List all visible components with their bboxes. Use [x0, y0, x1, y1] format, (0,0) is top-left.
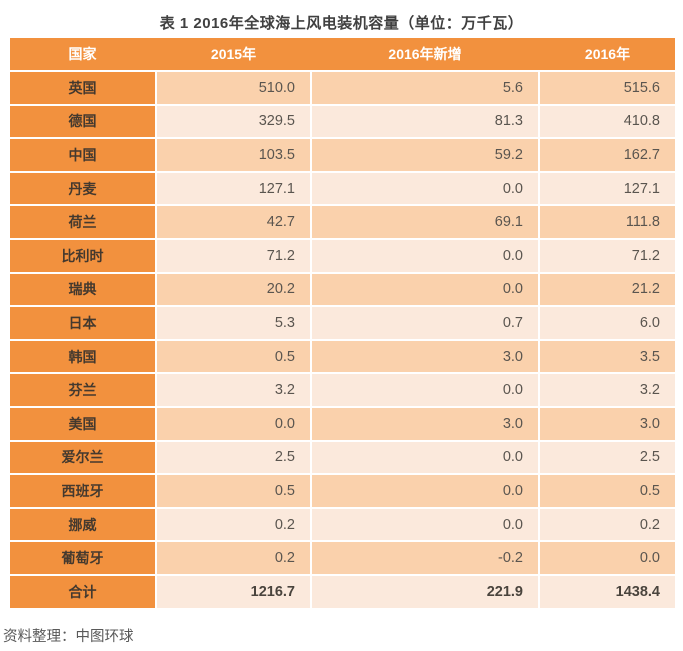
- value-2016-added-cell: 3.0: [312, 407, 538, 440]
- table-row: 丹麦 127.1 0.0 127.1: [10, 172, 675, 205]
- header-cell-2016: 2016年: [584, 46, 631, 62]
- country-cell: 西班牙: [10, 475, 155, 507]
- value-2016-cell: 3.2: [540, 374, 675, 406]
- value-2015-cell: 71.2: [157, 239, 310, 272]
- value-2016-cell: 3.5: [540, 340, 675, 373]
- table-row: 德国 329.5 81.3 410.8: [10, 105, 675, 138]
- value-2016-added-cell: 69.1: [312, 206, 538, 238]
- value-2015-cell: 103.5: [157, 139, 310, 171]
- value-2015-cell: 0.5: [157, 475, 310, 507]
- value-2016-added-cell: 0.0: [312, 374, 538, 406]
- value-2016-added-cell: 0.0: [312, 239, 538, 272]
- value-2015-cell: 5.3: [157, 307, 310, 339]
- country-cell: 日本: [10, 307, 155, 339]
- table-row: 芬兰 3.2 0.0 3.2: [10, 374, 675, 406]
- table-row: 比利时 71.2 0.0 71.2: [10, 239, 675, 272]
- value-2015-cell: 329.5: [157, 105, 310, 138]
- value-2015-cell: 0.5: [157, 340, 310, 373]
- country-cell: 韩国: [10, 340, 155, 373]
- country-cell: 挪威: [10, 508, 155, 541]
- header-row: 国家 2015年 2016年新增 2016年: [10, 38, 675, 70]
- country-cell: 丹麦: [10, 172, 155, 205]
- table-row: 日本 5.3 0.7 6.0: [10, 307, 675, 339]
- header-cell-2015: 2015年: [210, 46, 257, 62]
- value-2016-cell: 111.8: [540, 206, 675, 238]
- value-2016-added-cell: 0.0: [312, 172, 538, 205]
- table-row: 中国 103.5 59.2 162.7: [10, 139, 675, 171]
- value-2016-added-cell: 0.0: [312, 508, 538, 541]
- country-cell: 荷兰: [10, 206, 155, 238]
- table-row: 西班牙 0.5 0.0 0.5: [10, 475, 675, 507]
- value-2016-added-cell: 5.6: [312, 72, 538, 104]
- value-2015-cell: 42.7: [157, 206, 310, 238]
- value-2015-cell: 3.2: [157, 374, 310, 406]
- table-row: 瑞典 20.2 0.0 21.2: [10, 273, 675, 306]
- value-2016-cell: 127.1: [540, 172, 675, 205]
- value-2016-cell: 515.6: [540, 72, 675, 104]
- total-row: 合计 1216.7 221.9 1438.4: [10, 575, 675, 608]
- country-cell: 爱尔兰: [10, 441, 155, 474]
- country-cell: 美国: [10, 407, 155, 440]
- table-body: 英国 510.0 5.6 515.6 德国 329.5 81.3 410.8 中…: [10, 72, 675, 574]
- table-row: 挪威 0.2 0.0 0.2: [10, 508, 675, 541]
- value-2015-cell: 2.5: [157, 441, 310, 474]
- value-2016-cell: 410.8: [540, 105, 675, 138]
- header-cell-2016-added: 2016年新增: [388, 46, 462, 62]
- value-2016-cell: 0.5: [540, 475, 675, 507]
- value-2016-cell: 21.2: [540, 273, 675, 306]
- value-2015-cell: 0.2: [157, 508, 310, 541]
- value-2016-cell: 3.0: [540, 407, 675, 440]
- value-2016-cell: 71.2: [540, 239, 675, 272]
- header-cell-country: 国家: [68, 46, 97, 62]
- value-2016-added-cell: 0.0: [312, 441, 538, 474]
- table-row: 葡萄牙 0.2 -0.2 0.0: [10, 542, 675, 574]
- country-cell: 英国: [10, 72, 155, 104]
- capacity-table: 国家 2015年 2016年新增 2016年 英国 510.0 5.6 515.…: [10, 38, 675, 608]
- page-title: 表 1 2016年全球海上风电装机容量（单位：万千瓦）: [159, 15, 524, 32]
- value-2016-added-cell: 0.0: [312, 475, 538, 507]
- country-cell: 葡萄牙: [10, 542, 155, 574]
- value-2015-cell: 0.2: [157, 542, 310, 574]
- value-2015-cell: 20.2: [157, 273, 310, 306]
- value-2016-added-cell: 0.0: [312, 273, 538, 306]
- total-2015-cell: 1216.7: [157, 575, 310, 608]
- value-2016-cell: 0.0: [540, 542, 675, 574]
- value-2016-added-cell: 81.3: [312, 105, 538, 138]
- value-2016-added-cell: 0.7: [312, 307, 538, 339]
- value-2015-cell: 127.1: [157, 172, 310, 205]
- table-row: 爱尔兰 2.5 0.0 2.5: [10, 441, 675, 474]
- total-2016-cell: 1438.4: [540, 575, 675, 608]
- value-2016-added-cell: 3.0: [312, 340, 538, 373]
- country-cell: 德国: [10, 105, 155, 138]
- value-2015-cell: 0.0: [157, 407, 310, 440]
- table-row: 韩国 0.5 3.0 3.5: [10, 340, 675, 373]
- table-row: 荷兰 42.7 69.1 111.8: [10, 206, 675, 238]
- table-row: 英国 510.0 5.6 515.6: [10, 72, 675, 104]
- country-cell: 中国: [10, 139, 155, 171]
- table-row: 美国 0.0 3.0 3.0: [10, 407, 675, 440]
- total-label-cell: 合计: [10, 575, 155, 608]
- country-cell: 比利时: [10, 239, 155, 272]
- total-2016-added-cell: 221.9: [312, 575, 538, 608]
- source-note: 资料整理：中图环球: [3, 628, 134, 645]
- value-2016-cell: 2.5: [540, 441, 675, 474]
- value-2015-cell: 510.0: [157, 72, 310, 104]
- value-2016-added-cell: -0.2: [312, 542, 538, 574]
- value-2016-cell: 6.0: [540, 307, 675, 339]
- value-2016-added-cell: 59.2: [312, 139, 538, 171]
- country-cell: 瑞典: [10, 273, 155, 306]
- value-2016-cell: 0.2: [540, 508, 675, 541]
- value-2016-cell: 162.7: [540, 139, 675, 171]
- country-cell: 芬兰: [10, 374, 155, 406]
